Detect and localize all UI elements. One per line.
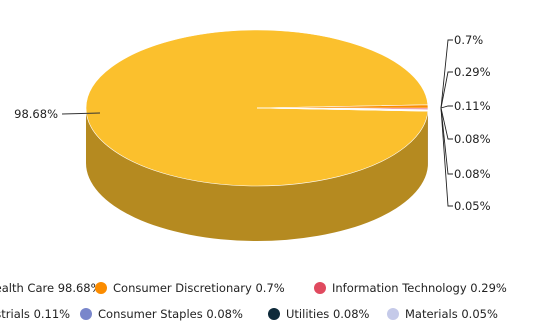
legend-marker <box>387 308 399 320</box>
pie-side-wall <box>86 108 428 241</box>
legend: Health Care 98.68% Consumer Discretionary… <box>0 281 507 321</box>
legend-item-consumer-discretionary[interactable]: Consumer Discretionary 0.7% <box>95 281 285 295</box>
data-label-consumer-staples: 0.08% <box>454 132 491 146</box>
data-label-utilities: 0.08% <box>454 167 491 181</box>
leader-line <box>440 107 453 175</box>
legend-label: Health Care 98.68% <box>0 281 102 295</box>
leader-line <box>440 39 453 109</box>
legend-marker <box>95 282 107 294</box>
legend-item-health-care[interactable]: Health Care 98.68% <box>0 281 102 295</box>
slice-materials[interactable] <box>256 107 429 112</box>
legend-label: Consumer Staples 0.08% <box>98 307 243 321</box>
data-label-materials: 0.05% <box>454 199 491 213</box>
legend-marker <box>268 308 280 320</box>
legend-label: Utilities 0.08% <box>286 307 370 321</box>
legend-item-materials[interactable]: Materials 0.05% <box>387 307 498 321</box>
legend-item-information-technology[interactable]: Information Technology 0.29% <box>314 281 507 295</box>
data-labels: 98.68% 0.7% 0.29% 0.11% 0.08% 0.08% 0.05% <box>14 33 490 213</box>
legend-label: Materials 0.05% <box>405 307 498 321</box>
data-label-industrials: 0.11% <box>454 99 491 113</box>
side-health-care <box>86 108 428 241</box>
pie-top-face <box>85 29 429 187</box>
legend-marker <box>314 282 326 294</box>
legend-item-consumer-staples[interactable]: Consumer Staples 0.08% <box>80 307 243 321</box>
data-label-information-technology: 0.29% <box>454 65 491 79</box>
legend-label: Consumer Discretionary 0.7% <box>113 281 285 295</box>
legend-item-industrials[interactable]: Industrials 0.11% <box>0 307 70 321</box>
slice-health-care[interactable] <box>85 29 429 187</box>
leader-line <box>440 71 453 109</box>
data-label-consumer-discretionary: 0.7% <box>454 33 483 47</box>
leader-line <box>440 107 453 207</box>
legend-label: Industrials 0.11% <box>0 307 70 321</box>
legend-label: Information Technology 0.29% <box>332 281 507 295</box>
data-label-health-care: 98.68% <box>14 107 58 121</box>
legend-marker <box>80 308 92 320</box>
legend-item-utilities[interactable]: Utilities 0.08% <box>268 307 370 321</box>
leader-line <box>440 105 453 109</box>
leader-line <box>61 112 101 115</box>
leader-line <box>440 107 453 140</box>
